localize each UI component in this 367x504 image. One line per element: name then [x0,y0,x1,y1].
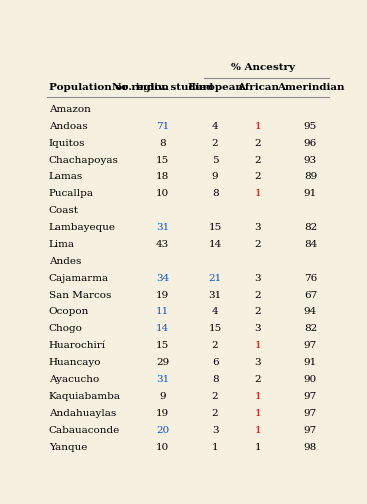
Text: 2: 2 [254,172,261,181]
Text: 3: 3 [254,274,261,283]
Text: Yanque: Yanque [49,443,87,452]
Text: Andahuaylas: Andahuaylas [49,409,116,418]
Text: 97: 97 [304,425,317,434]
Text: Ocopon: Ocopon [49,307,89,317]
Text: 21: 21 [208,274,222,283]
Text: Cajamarma: Cajamarma [49,274,109,283]
Text: 11: 11 [156,307,169,317]
Text: 2: 2 [212,392,218,401]
Text: 1: 1 [254,341,261,350]
Text: Coast: Coast [49,206,79,215]
Text: Chogo: Chogo [49,325,83,333]
Text: Iquitos: Iquitos [49,139,85,148]
Text: 3: 3 [254,325,261,333]
Text: 98: 98 [304,443,317,452]
Text: 76: 76 [304,274,317,283]
Text: Huarochirí: Huarochirí [49,341,106,350]
Text: Andoas: Andoas [49,122,87,131]
Text: 31: 31 [156,375,169,384]
Text: 2: 2 [254,375,261,384]
Text: 1: 1 [254,122,261,131]
Text: 97: 97 [304,409,317,418]
Text: 1: 1 [254,443,261,452]
Text: 84: 84 [304,240,317,249]
Text: 15: 15 [208,325,222,333]
Text: 97: 97 [304,392,317,401]
Text: 2: 2 [212,409,218,418]
Text: 95: 95 [304,122,317,131]
Text: Huancayo: Huancayo [49,358,101,367]
Text: 89: 89 [304,172,317,181]
Text: 3: 3 [212,425,218,434]
Text: 96: 96 [304,139,317,148]
Text: 2: 2 [254,240,261,249]
Text: 18: 18 [156,172,169,181]
Text: Lima: Lima [49,240,75,249]
Text: 34: 34 [156,274,169,283]
Text: No. indiv. studied: No. indiv. studied [112,83,213,92]
Text: 3: 3 [254,223,261,232]
Text: Pucallpa: Pucallpa [49,190,94,198]
Text: 9: 9 [212,172,218,181]
Text: 94: 94 [304,307,317,317]
Text: 15: 15 [208,223,222,232]
Text: 91: 91 [304,190,317,198]
Text: 91: 91 [304,358,317,367]
Text: 93: 93 [304,156,317,164]
Text: Amerindian: Amerindian [277,83,344,92]
Text: 2: 2 [254,307,261,317]
Text: Population or region: Population or region [49,83,168,92]
Text: 1: 1 [254,190,261,198]
Text: 4: 4 [212,307,218,317]
Text: 10: 10 [156,190,169,198]
Text: 82: 82 [304,325,317,333]
Text: African: African [237,83,279,92]
Text: 14: 14 [208,240,222,249]
Text: 1: 1 [212,443,218,452]
Text: 29: 29 [156,358,169,367]
Text: Amazon: Amazon [49,105,91,114]
Text: 19: 19 [156,291,169,299]
Text: 31: 31 [208,291,222,299]
Text: Ayacucho: Ayacucho [49,375,99,384]
Text: 43: 43 [156,240,169,249]
Text: Kaquiabamba: Kaquiabamba [49,392,121,401]
Text: 1: 1 [254,392,261,401]
Text: 4: 4 [212,122,218,131]
Text: 6: 6 [212,358,218,367]
Text: 2: 2 [212,341,218,350]
Text: European: European [187,83,243,92]
Text: 15: 15 [156,156,169,164]
Text: 20: 20 [156,425,169,434]
Text: 82: 82 [304,223,317,232]
Text: Lamas: Lamas [49,172,83,181]
Text: Andes: Andes [49,257,81,266]
Text: Chachapoyas: Chachapoyas [49,156,119,164]
Text: 8: 8 [212,375,218,384]
Text: 71: 71 [156,122,169,131]
Text: 14: 14 [156,325,169,333]
Text: 5: 5 [212,156,218,164]
Text: San Marcos: San Marcos [49,291,111,299]
Text: 15: 15 [156,341,169,350]
Text: 3: 3 [254,358,261,367]
Text: 31: 31 [156,223,169,232]
Text: Cabauaconde: Cabauaconde [49,425,120,434]
Text: 8: 8 [212,190,218,198]
Text: 10: 10 [156,443,169,452]
Text: 1: 1 [254,409,261,418]
Text: 67: 67 [304,291,317,299]
Text: 97: 97 [304,341,317,350]
Text: 9: 9 [159,392,166,401]
Text: 2: 2 [212,139,218,148]
Text: % Ancestry: % Ancestry [231,62,295,72]
Text: 19: 19 [156,409,169,418]
Text: 2: 2 [254,156,261,164]
Text: 1: 1 [254,425,261,434]
Text: Lambayeque: Lambayeque [49,223,116,232]
Text: 8: 8 [159,139,166,148]
Text: 2: 2 [254,139,261,148]
Text: 2: 2 [254,291,261,299]
Text: 90: 90 [304,375,317,384]
